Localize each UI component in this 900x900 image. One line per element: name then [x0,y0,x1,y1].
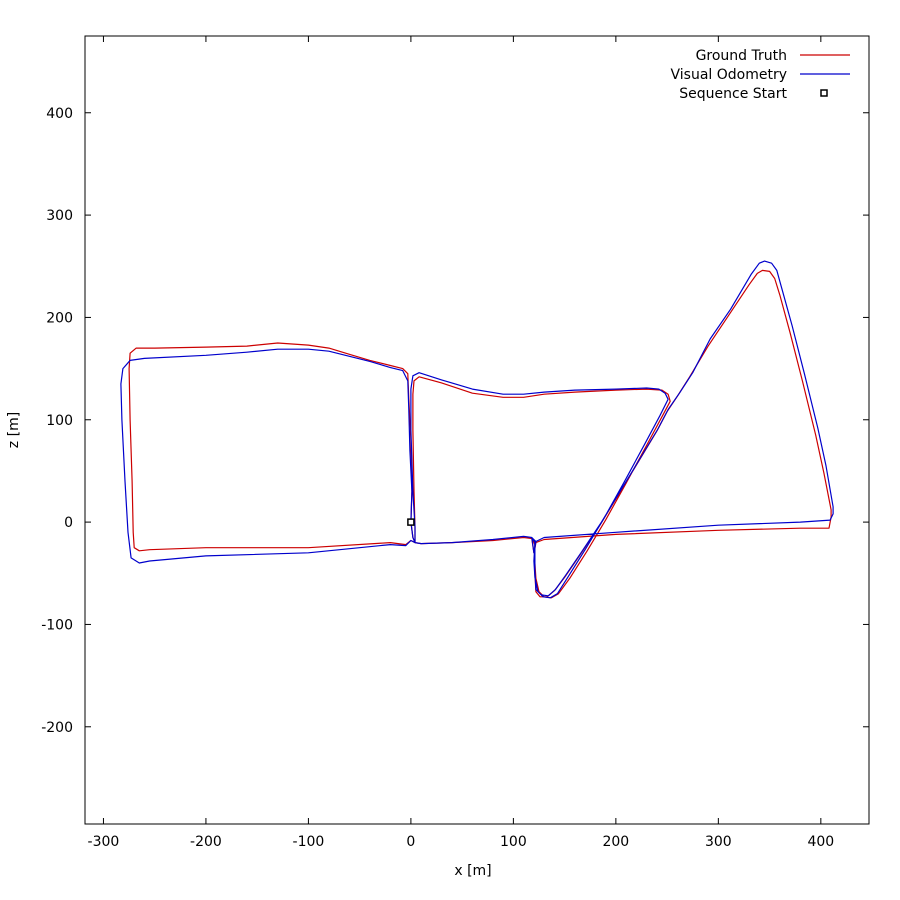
x-tick-label: 300 [705,834,732,850]
series-line-ground-truth [128,269,832,599]
legend-label-sequence-start: Sequence Start [679,86,787,102]
y-axis-label: z [m] [6,412,22,448]
x-tick-labels: -300 -200 -100 0 100 200 300 400 [88,834,835,850]
sequence-start-marker [407,518,415,526]
x-tick-label: -300 [88,834,120,850]
legend-label-ground-truth: Ground Truth [696,48,787,64]
y-tick-label: -200 [41,720,73,736]
x-tick-label: 200 [602,834,629,850]
y-tick-label: 400 [46,106,73,122]
y-tick-label: 200 [46,310,73,326]
x-tick-label: -200 [190,834,222,850]
legend-marker-sequence-start [820,89,828,97]
plot-area [84,35,870,825]
x-tick-label: 400 [807,834,834,850]
legend-label-visual-odometry: Visual Odometry [671,67,788,83]
y-tick-labels: -200 -100 0 100 200 300 400 [41,106,73,736]
x-tick-label: -100 [293,834,325,850]
y-tick-label: 300 [46,208,73,224]
series-line-visual-odometry [120,260,834,599]
x-tick-label: 100 [500,834,527,850]
legend: Ground Truth Visual Odometry Sequence St… [671,48,850,102]
marker-layer [407,518,415,526]
y-tick-label: 0 [64,515,73,531]
y-tick-label: 100 [46,413,73,429]
tick-marks [85,36,869,824]
x-axis-label: x [m] [454,863,491,879]
series-layer [120,260,834,599]
x-tick-label: 0 [406,834,415,850]
y-tick-label: -100 [41,617,73,633]
